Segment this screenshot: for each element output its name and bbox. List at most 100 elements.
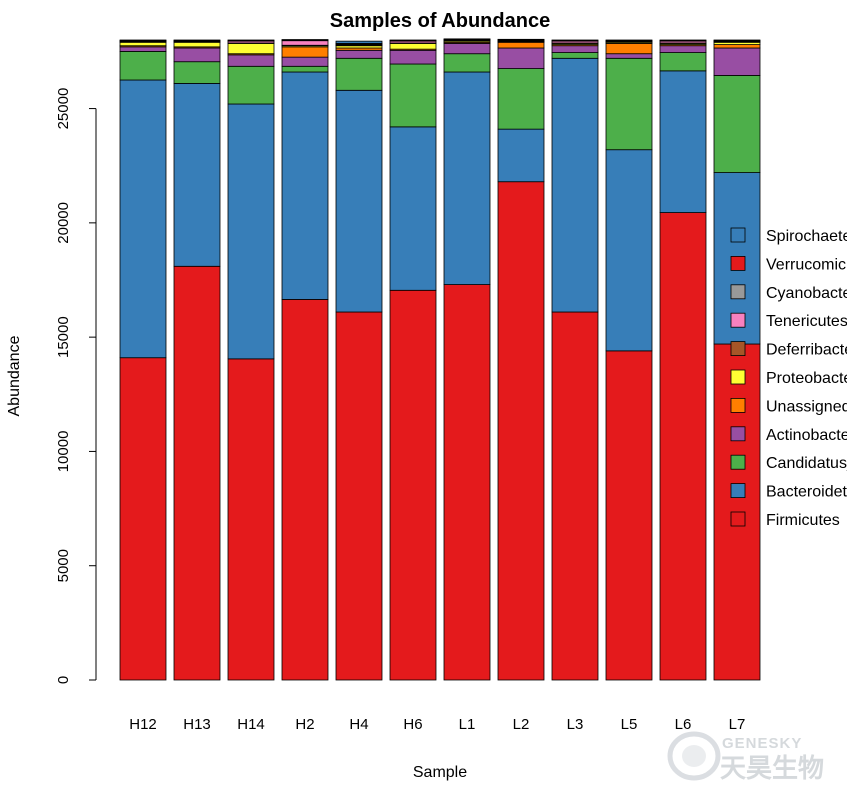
legend: Spirochaetes Verrucomicrobia Cyanobacteria… <box>730 227 847 529</box>
bar-segment-h13-candidatus_saccharibacteria <box>173 61 221 84</box>
y-tick-label-25000: 25000 <box>55 88 72 130</box>
x-axis-labels: H12 H13 H14 H2 H4 H6 L1 L2 L3 L5 L6 L7 <box>129 716 745 733</box>
bar-segment-l3-bacteroidetes <box>551 57 599 313</box>
y-tick-label-15000: 15000 <box>55 316 72 358</box>
bar-segment-h2-candidatus_saccharibacteria <box>281 65 329 73</box>
bar-segment-h12-proteobacteria <box>119 41 167 47</box>
x-tick-label-l2: L2 <box>513 716 530 733</box>
x-tick-label-l1: L1 <box>459 716 476 733</box>
bar-segment-h4-spirochaetes <box>335 40 383 44</box>
bar-segment-l1-bacteroidetes <box>443 71 491 285</box>
bar-segment-l2-firmicutes <box>497 181 545 681</box>
y-axis-title: Abundance <box>6 335 23 416</box>
bar-segment-l7-candidatus_saccharibacteria <box>713 75 761 173</box>
bar-segment-h4-bacteroidetes <box>335 89 383 313</box>
chart-title: Samples of Abundance <box>330 10 550 32</box>
x-tick-label-h4: H4 <box>349 716 368 733</box>
legend-label-tenericutes: Tenericutes <box>766 313 847 330</box>
bar-segment-h6-bacteroidetes <box>389 126 437 291</box>
bar-segment-h14-proteobacteria <box>227 43 275 55</box>
bar-segment-h12-actinobacteria <box>119 46 167 52</box>
legend-label-unassigned: Unassigned <box>766 398 847 415</box>
genesky-logo: GENESKY 天昊生物 <box>667 731 824 783</box>
y-tick-label-5000: 5000 <box>55 549 72 582</box>
bar-segment-h12-bacteroidetes <box>119 79 167 359</box>
bar-segment-l7-unassigned <box>713 44 761 49</box>
bar-segment-l6-candidatus_saccharibacteria <box>659 52 707 72</box>
legend-swatch-unassigned <box>730 397 746 413</box>
swirl-logo-icon <box>667 731 721 781</box>
legend-label-candidatus_saccharibacteria: Candidatus_Saccharibacteria <box>766 455 847 472</box>
legend-swatch-actinobacteria <box>730 426 746 442</box>
bar-segment-l5-candidatus_saccharibacteria <box>605 57 653 151</box>
bar-segment-l5-firmicutes <box>605 350 653 681</box>
x-axis-title: Sample <box>413 764 467 781</box>
logo-text-cn: 天昊生物 <box>720 753 824 783</box>
bar-segment-h2-actinobacteria <box>281 56 329 67</box>
x-tick-label-h14: H14 <box>237 716 265 733</box>
legend-swatch-bacteroidetes <box>730 483 746 499</box>
legend-swatch-cyanobacteria <box>730 284 746 300</box>
legend-label-actinobacteria: Actinobacteria <box>766 427 847 444</box>
bar-segment-h6-actinobacteria <box>389 49 437 65</box>
y-tick-label-20000: 20000 <box>55 202 72 244</box>
x-tick-label-l5: L5 <box>621 716 638 733</box>
legend-label-proteobacteria: Proteobacteria <box>766 370 847 387</box>
legend-swatch-verrucomicrobia <box>730 255 746 271</box>
x-tick-label-h13: H13 <box>183 716 211 733</box>
x-tick-label-l3: L3 <box>567 716 584 733</box>
legend-swatch-candidatus_saccharibacteria <box>730 454 746 470</box>
bar-segment-l5-bacteroidetes <box>605 149 653 352</box>
bar-segment-h4-candidatus_saccharibacteria <box>335 57 383 91</box>
y-tick-label-0: 0 <box>55 676 72 684</box>
legend-swatch-proteobacteria <box>730 369 746 385</box>
legend-swatch-firmicutes <box>730 511 746 527</box>
x-tick-label-l7: L7 <box>729 716 746 733</box>
bar-segment-h4-firmicutes <box>335 311 383 681</box>
bar-segment-l3-firmicutes <box>551 311 599 681</box>
bar-segment-l3-candidatus_saccharibacteria <box>551 52 599 59</box>
bar-segment-h2-firmicutes <box>281 299 329 681</box>
bar-segment-h4-actinobacteria <box>335 49 383 59</box>
legend-label-firmicutes: Firmicutes <box>766 512 840 529</box>
x-tick-label-l6: L6 <box>675 716 692 733</box>
bar-segment-h13-actinobacteria <box>173 47 221 63</box>
bar-segment-h2-unassigned <box>281 46 329 58</box>
bar-segment-h2-tenericutes <box>281 40 329 46</box>
bar-segment-l6-actinobacteria <box>659 45 707 53</box>
bar-segment-l3-actinobacteria <box>551 45 599 53</box>
legend-swatch-spirochaetes <box>730 227 746 243</box>
bar-segment-l2-bacteroidetes <box>497 128 545 183</box>
bar-segment-h14-candidatus_saccharibacteria <box>227 65 275 105</box>
bar-segment-h13-bacteroidetes <box>173 83 221 267</box>
bars-group <box>119 38 761 681</box>
legend-label-verrucomicrobia: Verrucomicrobia <box>766 256 847 273</box>
logo-text-en: GENESKY <box>722 735 802 752</box>
y-tick-label-10000: 10000 <box>55 431 72 473</box>
bar-segment-l5-unassigned <box>605 43 653 55</box>
bar-segment-h6-proteobacteria <box>389 43 437 50</box>
bar-segment-l6-bacteroidetes <box>659 70 707 213</box>
bar-segment-l1-candidatus_saccharibacteria <box>443 53 491 73</box>
bar-segment-h12-firmicutes <box>119 357 167 681</box>
bar-segment-h12-candidatus_saccharibacteria <box>119 51 167 81</box>
bar-segment-h6-firmicutes <box>389 289 437 681</box>
x-tick-label-h12: H12 <box>129 716 157 733</box>
bar-segment-l1-firmicutes <box>443 284 491 681</box>
bar-segment-h13-firmicutes <box>173 265 221 681</box>
bar-segment-h14-bacteroidetes <box>227 103 275 360</box>
bar-segment-l6-firmicutes <box>659 212 707 681</box>
y-axis-ticks: 0 5000 10000 15000 20000 25000 <box>55 88 96 684</box>
bar-segment-l2-candidatus_saccharibacteria <box>497 68 545 130</box>
bar-segment-h14-actinobacteria <box>227 54 275 67</box>
bar-segment-h14-firmicutes <box>227 358 275 681</box>
bar-segment-l2-actinobacteria <box>497 47 545 69</box>
bar-segment-h13-proteobacteria <box>173 41 221 48</box>
legend-label-bacteroidetes: Bacteroidetes <box>766 484 847 501</box>
legend-swatch-deferribacteres <box>730 341 746 357</box>
bar-segment-l2-unassigned <box>497 41 545 49</box>
legend-label-cyanobacteria: Cyanobacteria <box>766 285 847 302</box>
bar-segment-h6-candidatus_saccharibacteria <box>389 63 437 128</box>
bar-segment-l5-actinobacteria <box>605 53 653 59</box>
